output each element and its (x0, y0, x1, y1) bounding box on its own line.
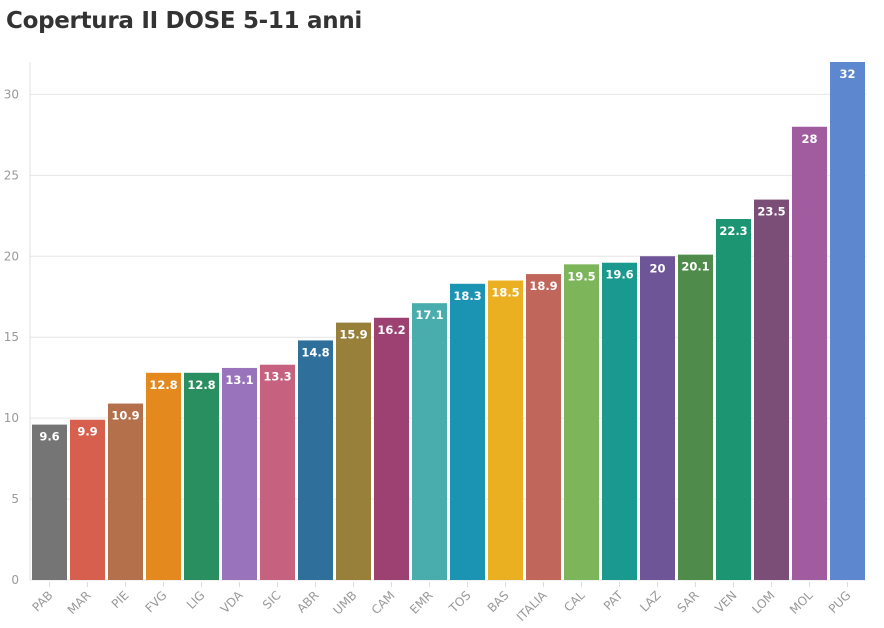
bar-emr (412, 303, 447, 580)
x-tick-label: VEN (712, 588, 739, 615)
bar-umb (336, 322, 371, 580)
data-label: 20 (649, 261, 665, 275)
data-label: 13.3 (263, 370, 291, 384)
x-tick-label: UMB (330, 588, 359, 617)
x-tick-label: VDA (218, 588, 246, 616)
x-tick-label: PAT (601, 588, 626, 613)
bar-mol (792, 126, 827, 580)
x-tick-label: LIG (184, 588, 208, 612)
data-label: 9.9 (77, 425, 97, 439)
data-label: 22.3 (719, 224, 747, 238)
data-label: 15.9 (339, 328, 367, 342)
x-tick-label: MOL (787, 588, 816, 617)
bar-laz (640, 256, 675, 580)
bar-tos (450, 283, 485, 580)
data-label: 18.3 (453, 289, 481, 303)
data-label: 9.6 (39, 430, 59, 444)
y-tick-label: 30 (4, 87, 19, 101)
data-label: 19.5 (567, 269, 595, 283)
bar-vda (222, 367, 257, 580)
x-tick-label: EMR (407, 588, 435, 616)
y-tick-label: 15 (4, 330, 19, 344)
x-tick-label: LAZ (637, 588, 663, 614)
y-tick-label: 10 (4, 411, 19, 425)
x-tick-label: CAM (369, 588, 398, 617)
bar-pat (602, 262, 637, 580)
bar-pab (32, 424, 67, 580)
x-tick-label: FVG (142, 588, 169, 615)
bar-pie (108, 403, 143, 580)
x-tick-label: ABR (294, 588, 321, 615)
chart-title: Copertura II DOSE 5-11 anni (6, 8, 362, 34)
bar-ven (716, 219, 751, 581)
x-tick-label: TOS (446, 588, 474, 616)
data-label: 32 (839, 67, 855, 81)
x-tick-label: PIE (109, 588, 132, 611)
bar-cal (564, 264, 599, 580)
x-tick-label: SIC (260, 588, 284, 612)
data-label: 20.1 (681, 260, 709, 274)
bar-sar (678, 254, 713, 580)
bar-abr (298, 340, 333, 580)
x-tick-label: CAL (561, 588, 588, 615)
y-tick-label: 5 (11, 492, 19, 506)
x-tick-label: PAB (30, 588, 56, 614)
x-tick-label: BAS (485, 588, 512, 615)
y-tick-label: 0 (11, 573, 19, 587)
bar-bas (488, 280, 523, 580)
data-label: 28 (801, 132, 817, 146)
bar-sic (260, 364, 295, 580)
x-tick-label: PUG (826, 588, 854, 616)
data-label: 10.9 (111, 409, 139, 423)
y-tick-label: 25 (4, 168, 19, 182)
bar-fvg (146, 372, 181, 580)
data-label: 17.1 (415, 308, 443, 322)
data-label: 12.8 (187, 378, 215, 392)
data-label: 16.2 (377, 323, 405, 337)
bar-cam (374, 317, 409, 580)
data-label: 18.9 (529, 279, 557, 293)
bar-italia (526, 274, 561, 580)
bar-pug (830, 62, 865, 580)
data-label: 23.5 (757, 205, 785, 219)
x-tick-label: LOM (749, 588, 777, 616)
bar-mar (70, 419, 105, 580)
x-tick-label: MAR (65, 588, 94, 617)
data-label: 12.8 (149, 378, 177, 392)
x-tick-label: SAR (674, 588, 701, 615)
data-label: 14.8 (301, 345, 329, 359)
bar-lom (754, 199, 789, 580)
data-label: 18.5 (491, 286, 519, 300)
data-label: 13.1 (225, 373, 253, 387)
x-tick-label: ITALIA (514, 588, 550, 624)
y-tick-label: 20 (4, 249, 19, 263)
data-label: 19.6 (605, 268, 633, 282)
bar-lig (184, 372, 219, 580)
